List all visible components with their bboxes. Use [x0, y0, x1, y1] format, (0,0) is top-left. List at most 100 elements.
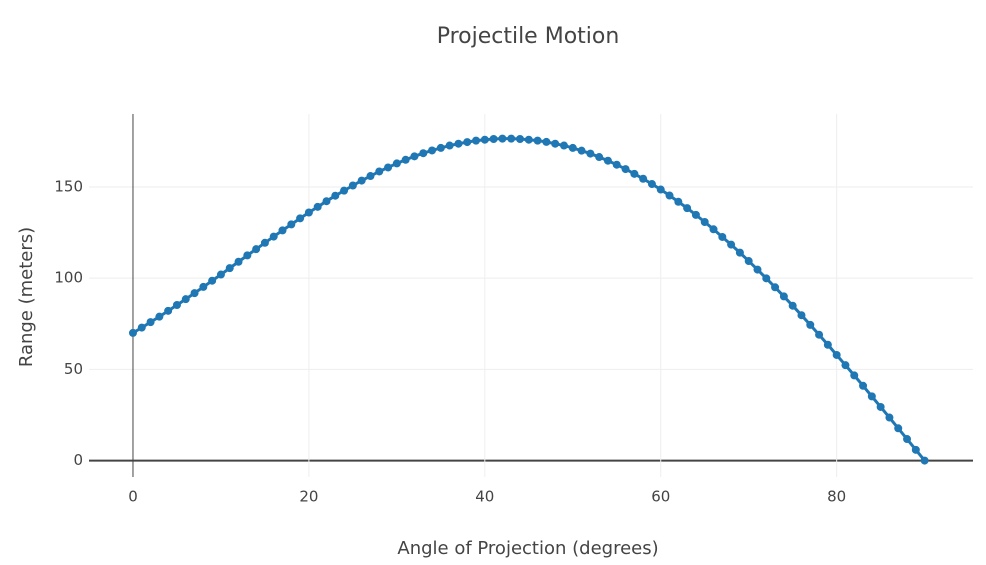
- data-point: [313, 202, 322, 211]
- data-point: [630, 169, 639, 178]
- data-point: [172, 300, 181, 309]
- y-tick-label: 50: [64, 360, 83, 378]
- data-point: [903, 435, 912, 444]
- x-tick-label: 60: [651, 488, 670, 506]
- data-point: [533, 136, 542, 145]
- data-point: [806, 320, 815, 329]
- y-axis-title: Range (meters): [16, 227, 37, 367]
- data-point: [771, 283, 780, 292]
- data-point: [498, 134, 507, 143]
- data-point: [278, 226, 287, 235]
- data-point: [384, 163, 393, 172]
- data-point: [234, 257, 243, 266]
- data-point: [410, 152, 419, 161]
- data-point: [823, 340, 832, 349]
- data-point: [595, 153, 604, 162]
- data-point: [208, 276, 217, 285]
- data-point: [137, 323, 146, 332]
- data-point: [894, 424, 903, 433]
- x-tick-label: 80: [827, 488, 846, 506]
- data-point: [559, 141, 568, 150]
- data-point: [832, 350, 841, 359]
- data-point: [859, 381, 868, 390]
- chart-title: Projectile Motion: [437, 24, 620, 49]
- data-point: [753, 265, 762, 274]
- data-point: [691, 210, 700, 219]
- data-point: [911, 445, 920, 454]
- data-point: [586, 149, 595, 158]
- data-point: [225, 264, 234, 273]
- data-point: [392, 159, 401, 168]
- data-point: [260, 238, 269, 247]
- data-point: [656, 185, 665, 194]
- data-point: [762, 274, 771, 283]
- data-point: [269, 232, 278, 241]
- data-point: [401, 155, 410, 164]
- data-point: [885, 413, 894, 422]
- data-point: [727, 240, 736, 249]
- data-point: [472, 136, 481, 145]
- data-point: [322, 197, 331, 206]
- data-point: [296, 214, 305, 223]
- data-point: [287, 220, 296, 229]
- data-point: [375, 167, 384, 176]
- data-point: [480, 135, 489, 144]
- data-point: [876, 402, 885, 411]
- data-point: [436, 143, 445, 152]
- x-tick-label: 0: [128, 488, 138, 506]
- data-point: [164, 306, 173, 315]
- data-point: [128, 328, 137, 337]
- data-point: [155, 312, 164, 321]
- data-point: [524, 135, 533, 144]
- data-point: [920, 456, 929, 465]
- data-point: [216, 270, 225, 279]
- data-point: [331, 191, 340, 200]
- data-point: [357, 176, 366, 185]
- data-point: [797, 311, 806, 320]
- data-point: [340, 186, 349, 195]
- data-point: [841, 361, 850, 370]
- y-tick-label: 150: [54, 177, 83, 195]
- data-point: [718, 232, 727, 241]
- data-point: [815, 330, 824, 339]
- data-point: [454, 139, 463, 148]
- data-point: [419, 149, 428, 158]
- data-point: [190, 289, 199, 298]
- data-point: [366, 172, 375, 181]
- y-tick-label: 100: [54, 269, 83, 287]
- data-point: [252, 245, 261, 254]
- data-point: [603, 156, 612, 165]
- y-tick-label: 0: [73, 451, 83, 469]
- data-point: [647, 180, 656, 189]
- data-point: [181, 295, 190, 304]
- data-point: [516, 134, 525, 143]
- data-point: [735, 248, 744, 257]
- data-point: [304, 208, 313, 217]
- data-point: [146, 318, 155, 327]
- data-point: [428, 146, 437, 155]
- x-tick-label: 40: [475, 488, 494, 506]
- data-point: [348, 181, 357, 190]
- x-axis-title: Angle of Projection (degrees): [397, 538, 658, 559]
- data-point: [709, 225, 718, 234]
- data-point: [850, 371, 859, 380]
- data-point: [568, 143, 577, 152]
- data-point: [744, 257, 753, 266]
- data-point: [867, 392, 876, 401]
- data-point: [621, 165, 630, 174]
- data-point: [551, 139, 560, 148]
- data-point: [674, 197, 683, 206]
- data-point: [542, 137, 551, 146]
- data-point: [463, 138, 472, 147]
- data-point: [445, 141, 454, 150]
- data-point: [639, 174, 648, 183]
- data-point: [779, 292, 788, 301]
- data-point: [489, 134, 498, 143]
- data-point: [577, 146, 586, 155]
- x-tick-label: 20: [299, 488, 318, 506]
- data-point: [788, 301, 797, 310]
- data-point: [243, 251, 252, 260]
- data-point: [507, 134, 516, 143]
- data-point: [683, 204, 692, 213]
